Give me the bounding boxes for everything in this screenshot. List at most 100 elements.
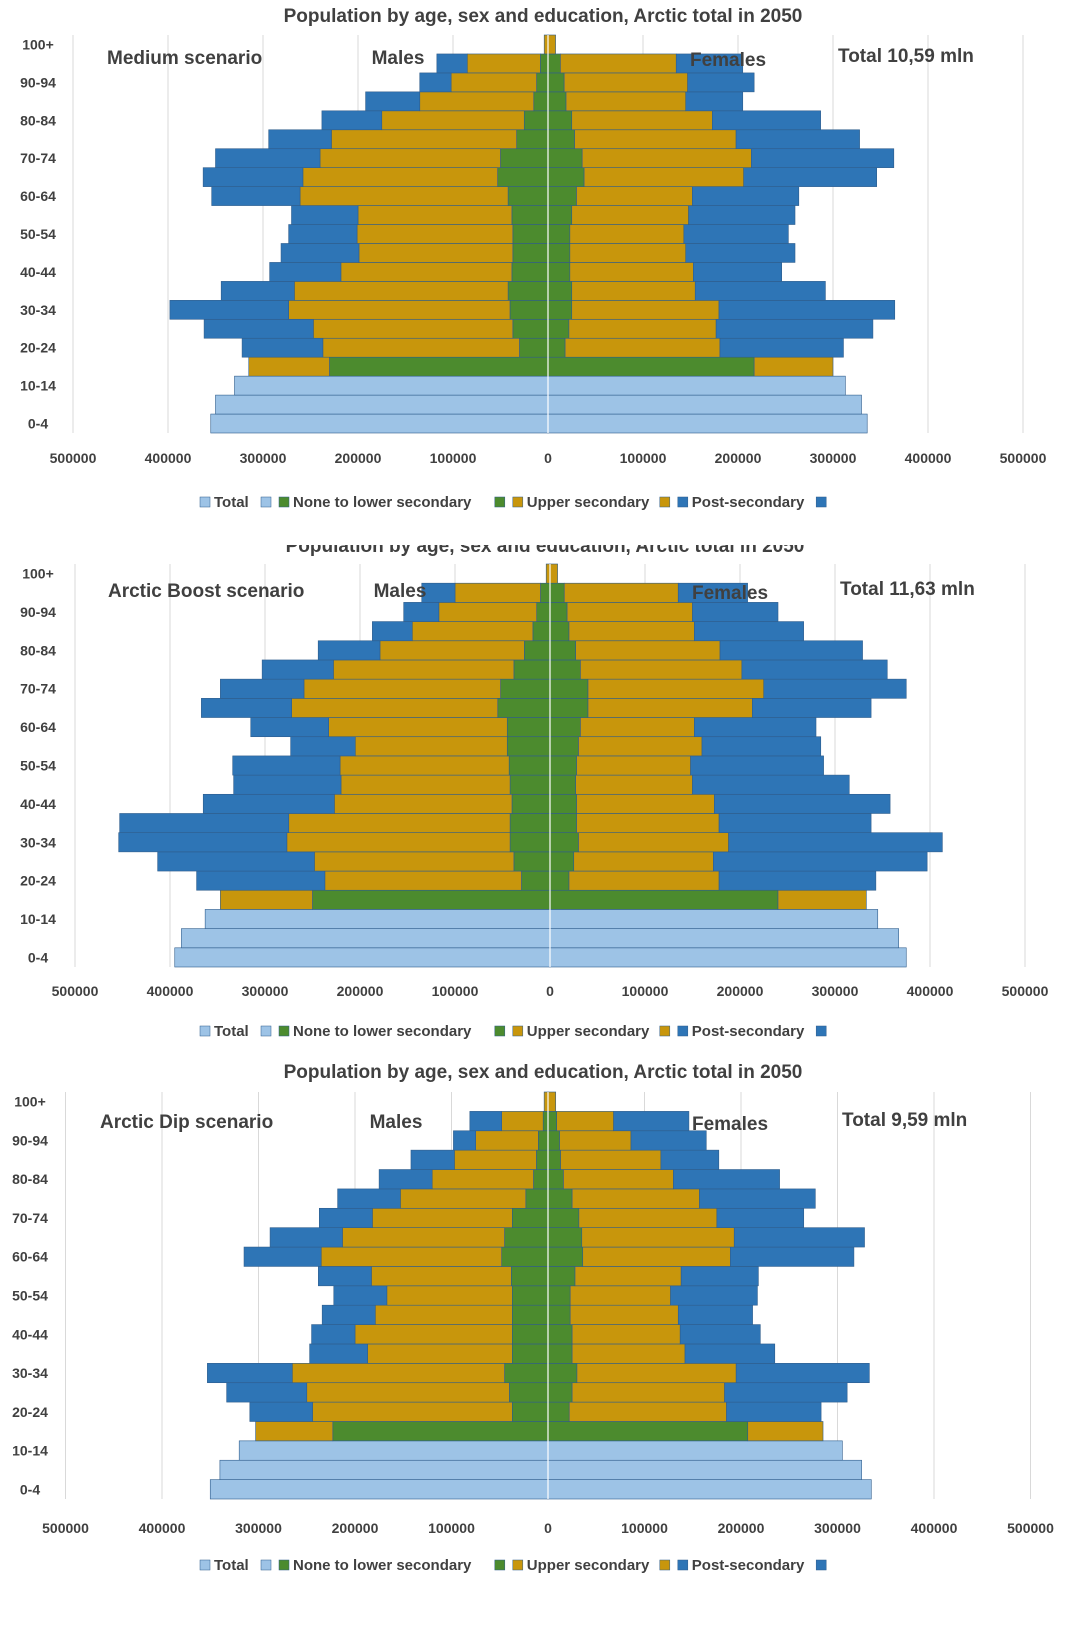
bar-upper-secondary-female-45-49 (569, 1304, 679, 1325)
bar-post-secondary-male-55-59 (290, 736, 356, 757)
x-tick-label: 100000 (620, 450, 667, 466)
bar-upper-secondary-female-85-89 (560, 1149, 662, 1170)
bar-total-female-10-14 (549, 909, 879, 929)
bar-post-secondary-female-60-64 (692, 186, 800, 206)
y-tick-label: 70-74 (12, 1210, 48, 1226)
y-tick-label: 20-24 (20, 340, 56, 356)
bar-none-to-lower-secondary-male-50-54 (508, 755, 551, 776)
bar-none-to-lower-secondary-female-25-29 (547, 318, 570, 339)
bar-none-to-lower-secondary-male-30-34 (504, 1363, 549, 1384)
total-label: Total 9,59 mln (842, 1110, 967, 1131)
bar-post-secondary-female-55-59 (688, 205, 796, 225)
bar-upper-secondary-male-30-34 (291, 1363, 505, 1384)
bar-post-secondary-female-95-99 (677, 582, 748, 603)
bar-post-secondary-female-75-79 (741, 659, 888, 680)
pyramid-panel-arctic-boost: Population by age, sex and education, Ar… (0, 545, 1067, 1067)
bar-upper-secondary-male-85-89 (411, 621, 534, 642)
bar-upper-secondary-female-55-59 (571, 205, 689, 225)
bar-upper-secondary-male-40-44 (354, 1324, 513, 1345)
legend-label-total: Total (214, 1557, 249, 1574)
bar-upper-secondary-male-55-59 (371, 1266, 512, 1287)
bar-total-male-0-4 (174, 947, 551, 968)
bar-upper-secondary-female-25-29 (568, 318, 717, 339)
bar-post-secondary-male-20-24 (241, 337, 324, 358)
y-tick-label: 50-54 (12, 1288, 48, 1304)
bar-post-secondary-male-65-69 (269, 1227, 343, 1248)
bar-upper-secondary-female-65-69 (583, 167, 744, 187)
bar-post-secondary-female-40-44 (679, 1324, 761, 1345)
bar-post-secondary-male-35-39 (220, 281, 295, 301)
bar-upper-secondary-female-30-34 (576, 1363, 737, 1384)
females-label: Females (690, 50, 766, 71)
bar-none-to-lower-secondary-female-80-84 (549, 640, 576, 661)
bar-post-secondary-male-20-24 (196, 870, 326, 891)
bar-post-secondary-male-60-64 (250, 717, 329, 738)
bar-post-secondary-female-45-49 (685, 243, 796, 263)
x-tick-label: 200000 (717, 983, 764, 999)
bar-upper-secondary-male-55-59 (354, 736, 508, 757)
total-label: Total 11,63 mln (840, 579, 975, 600)
bar-none-to-lower-secondary-male-15-19 (332, 1421, 549, 1442)
bar-upper-secondary-male-45-49 (358, 243, 514, 263)
bar-none-to-lower-secondary-male-45-49 (512, 243, 549, 263)
bar-upper-secondary-male-90-94 (438, 602, 538, 622)
bar-none-to-lower-secondary-male-35-39 (509, 813, 551, 833)
bar-post-secondary-female-95-99 (675, 53, 744, 74)
x-tick-label: 500000 (42, 1520, 89, 1536)
bar-upper-secondary-female-70-74 (587, 678, 765, 699)
bar-upper-secondary-male-60-64 (320, 1246, 502, 1267)
bar-none-to-lower-secondary-male-55-59 (511, 205, 549, 225)
y-tick-label: 10-14 (12, 1443, 48, 1459)
bar-none-to-lower-secondary-female-55-59 (547, 205, 573, 225)
bar-none-to-lower-secondary-female-35-39 (547, 1343, 573, 1364)
legend-swatch-post-secondary (677, 496, 689, 508)
y-tick-label: 30-34 (20, 302, 56, 318)
bar-upper-secondary-male-80-84 (381, 110, 525, 131)
bar-post-secondary-male-45-49 (280, 243, 360, 263)
bar-upper-secondary-male-80-84 (431, 1169, 534, 1190)
bar-upper-secondary-male-40-44 (334, 793, 513, 814)
bar-upper-secondary-male-85-89 (454, 1149, 537, 1170)
bar-upper-secondary-female-85-89 (565, 91, 687, 112)
y-tick-label: 0-4 (28, 949, 48, 965)
bar-post-secondary-male-25-29 (157, 851, 315, 872)
x-tick-label: 400000 (911, 1520, 958, 1536)
legend-label-none-to-lower-secondary: None to lower secondary (293, 494, 472, 511)
y-tick-label: 100+ (22, 566, 54, 582)
bar-none-to-lower-secondary-female-50-54 (547, 1285, 571, 1306)
bar-post-secondary-male-60-64 (243, 1246, 322, 1267)
bar-post-secondary-female-50-54 (690, 755, 824, 776)
bar-none-to-lower-secondary-male-80-84 (523, 110, 549, 131)
bar-none-to-lower-secondary-female-55-59 (549, 736, 579, 757)
bar-upper-secondary-female-70-74 (581, 148, 752, 168)
x-tick-label: 400000 (147, 983, 194, 999)
bar-upper-secondary-female-35-39 (571, 281, 696, 301)
bar-post-secondary-male-60-64 (211, 186, 301, 206)
bar-post-secondary-male-50-54 (333, 1285, 388, 1306)
x-tick-label: 300000 (812, 983, 859, 999)
bar-none-to-lower-secondary-male-50-54 (511, 1285, 549, 1306)
bar-none-to-lower-secondary-male-20-24 (519, 337, 549, 358)
scenario-label: Arctic Dip scenario (100, 1112, 273, 1133)
bar-total-male-10-14 (204, 909, 551, 929)
legend-label-upper-secondary: Upper secondary (527, 1023, 650, 1040)
bar-upper-secondary-female-35-39 (576, 813, 720, 833)
bar-upper-secondary-female-80-84 (571, 110, 713, 131)
y-tick-label: 60-64 (20, 719, 56, 735)
pyramid-chart-arctic-boost: Population by age, sex and education, Ar… (20, 545, 1048, 1040)
pyramid-chart-medium: Population by age, sex and education, Ar… (20, 6, 1046, 511)
bar-upper-secondary-female-80-84 (575, 640, 721, 661)
bar-post-secondary-male-35-39 (119, 813, 290, 833)
bar-none-to-lower-secondary-female-20-24 (547, 1401, 570, 1422)
chart-title: Population by age, sex and education, Ar… (284, 1062, 803, 1083)
y-tick-label: 30-34 (20, 834, 56, 850)
x-tick-label: 300000 (240, 450, 287, 466)
legend-label-upper-secondary: Upper secondary (527, 494, 650, 511)
bar-none-to-lower-secondary-female-65-69 (547, 167, 585, 187)
bar-post-secondary-female-60-64 (694, 717, 817, 738)
bar-post-secondary-male-40-44 (269, 262, 342, 282)
legend-label-post-secondary: Post-secondary (692, 1023, 805, 1040)
y-tick-label: 90-94 (20, 74, 56, 90)
bar-total-female-10-14 (547, 375, 846, 396)
bar-post-secondary-male-85-89 (410, 1149, 455, 1170)
